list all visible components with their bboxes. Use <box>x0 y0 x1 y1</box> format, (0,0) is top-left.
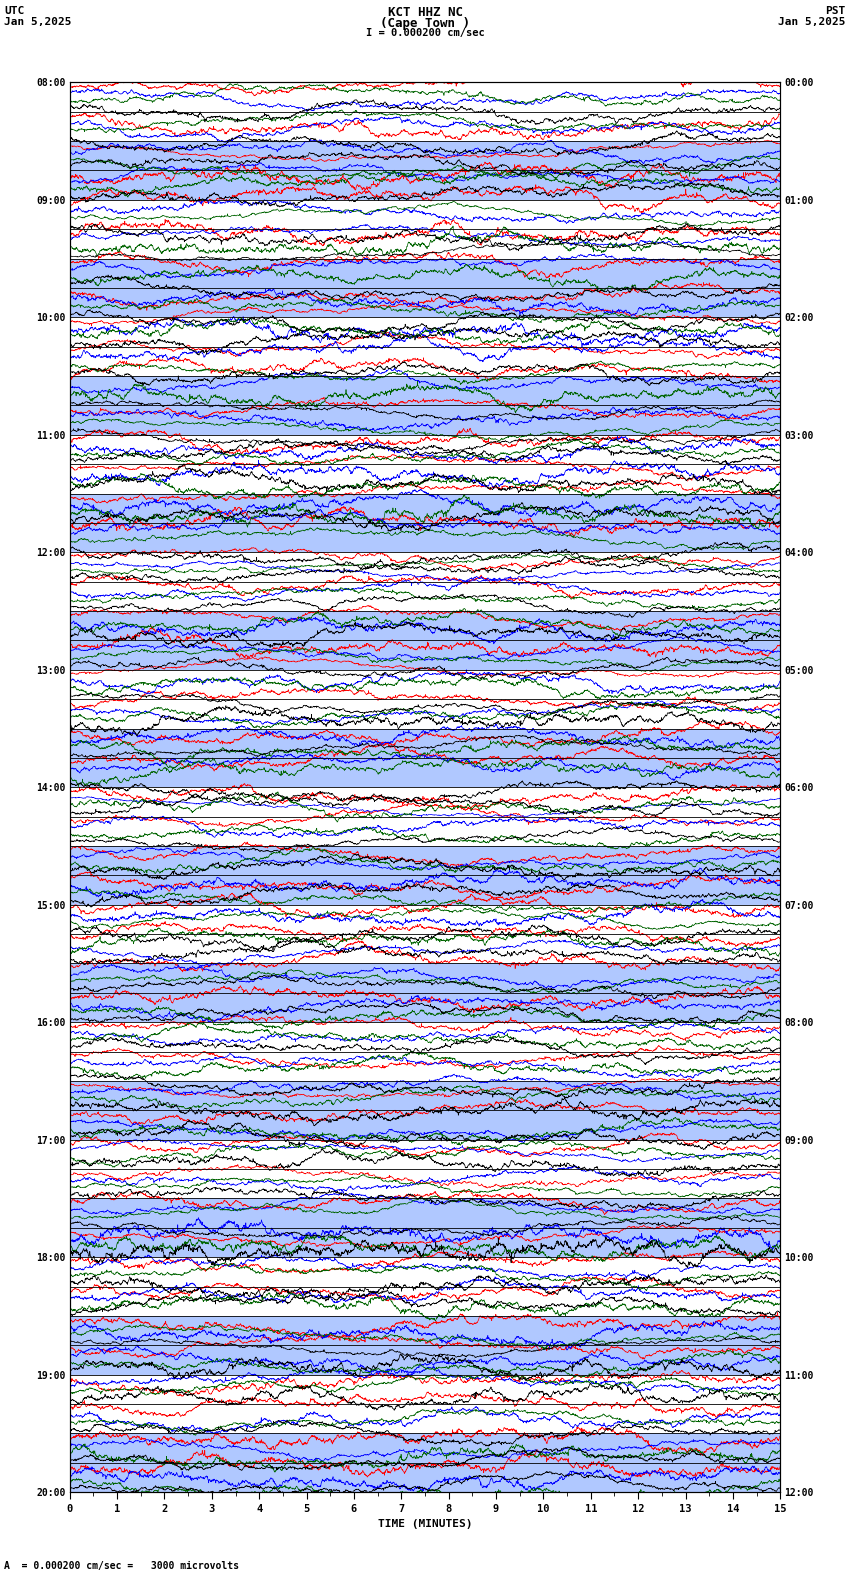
Bar <box>70 846 780 876</box>
Bar <box>70 464 780 494</box>
Bar <box>70 787 780 817</box>
Text: A  = 0.000200 cm/sec =   3000 microvolts: A = 0.000200 cm/sec = 3000 microvolts <box>4 1562 239 1571</box>
Bar <box>70 553 780 581</box>
Bar <box>70 523 780 553</box>
Bar <box>70 935 780 963</box>
Bar <box>70 1080 780 1110</box>
Text: Jan 5,2025: Jan 5,2025 <box>4 16 71 27</box>
Bar <box>70 993 780 1022</box>
Text: PST: PST <box>825 5 846 16</box>
Bar <box>70 171 780 200</box>
Bar <box>70 1258 780 1286</box>
X-axis label: TIME (MINUTES): TIME (MINUTES) <box>377 1519 473 1530</box>
Text: UTC: UTC <box>4 5 25 16</box>
Bar <box>70 436 780 464</box>
Bar <box>70 317 780 347</box>
Bar <box>70 817 780 846</box>
Bar <box>70 1169 780 1199</box>
Bar <box>70 375 780 406</box>
Bar <box>70 347 780 375</box>
Bar <box>70 757 780 787</box>
Bar <box>70 230 780 258</box>
Bar <box>70 876 780 904</box>
Text: KCT HHZ NC: KCT HHZ NC <box>388 5 462 19</box>
Bar <box>70 1316 780 1345</box>
Bar <box>70 611 780 640</box>
Bar <box>70 729 780 757</box>
Bar <box>70 670 780 699</box>
Bar <box>70 82 780 112</box>
Bar <box>70 640 780 670</box>
Text: Jan 5,2025: Jan 5,2025 <box>779 16 846 27</box>
Bar <box>70 1228 780 1258</box>
Text: (Cape Town ): (Cape Town ) <box>380 16 470 30</box>
Bar <box>70 904 780 935</box>
Bar <box>70 1403 780 1434</box>
Bar <box>70 1462 780 1492</box>
Text: I = 0.000200 cm/sec: I = 0.000200 cm/sec <box>366 27 484 38</box>
Bar <box>70 1199 780 1228</box>
Bar <box>70 1022 780 1052</box>
Bar <box>70 1375 780 1403</box>
Bar <box>70 258 780 288</box>
Bar <box>70 963 780 993</box>
Bar <box>70 141 780 171</box>
Bar <box>70 1434 780 1462</box>
Bar <box>70 406 780 436</box>
Bar <box>70 288 780 317</box>
Bar <box>70 581 780 611</box>
Bar <box>70 1052 780 1080</box>
Bar <box>70 699 780 729</box>
Bar <box>70 494 780 523</box>
Bar <box>70 112 780 141</box>
Bar <box>70 1345 780 1375</box>
Bar <box>70 1286 780 1316</box>
Bar <box>70 1110 780 1140</box>
Bar <box>70 200 780 230</box>
Bar <box>70 1140 780 1169</box>
